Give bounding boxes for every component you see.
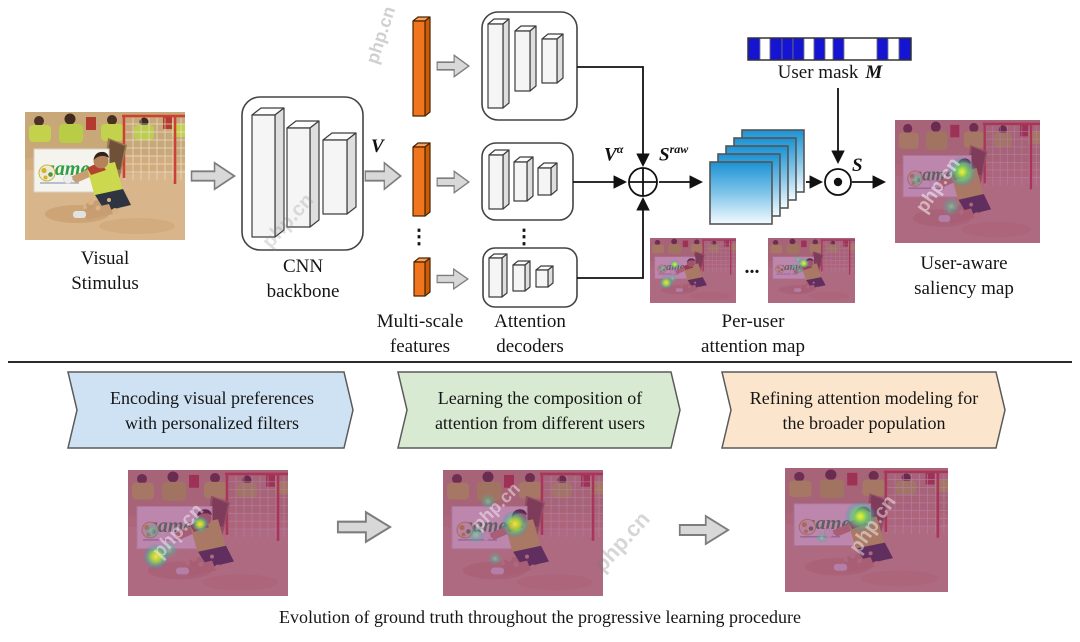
v-symbol: V [371,136,384,157]
arrow-feature3-to-decoder3 [436,268,469,290]
arrow-cnn-to-features [364,161,402,191]
decoders-vdots: ⋮ [514,226,534,248]
multi-scale-features-label: Multi-scale features [376,311,464,358]
stage-2-label: Learning the composition of attention fr… [434,388,646,433]
per-user-ellipsis: ... [744,256,760,278]
arrow-stimulus-to-cnn [190,161,236,191]
figure-caption: Evolution of ground truth throughout the… [279,607,801,627]
stage-banner-2 [397,371,681,449]
user-mask-border [747,37,912,61]
features-vdots: ⋮ [409,226,429,248]
attention-decoders-label: Attention decoders [494,311,566,358]
sum-node [628,167,658,197]
arrow-stage2-to-stage3 [678,515,730,545]
user-aware-saliency-map-label: User-aware saliency map [914,253,1014,300]
user-mask-label: User mask M [777,62,883,83]
visual-stimulus-image [25,112,185,240]
visual-stimulus-label: Visual Stimulus [71,248,139,295]
stage-banner-3 [721,371,1006,449]
ground-truth-stage-2-image [443,470,603,596]
ground-truth-stage-3-image [785,468,948,592]
arrow-feature2-to-decoder2 [436,170,470,194]
cnn-feature-blocks [251,107,357,238]
ground-truth-stage-1-image [128,470,288,596]
v-alpha-symbol: Vα [604,142,624,166]
s-symbol: S [852,155,863,176]
s-raw-symbol: Sraw [659,142,689,166]
per-user-attention-map-label: Per-user attention map [701,311,805,358]
per-user-attention-map-2 [768,238,855,303]
decoder-3-blocks [488,253,554,298]
user-aware-saliency-map-image [895,120,1040,243]
user-mask-bar [747,37,912,61]
cnn-backbone-box [241,96,364,251]
attention-decoder-1 [481,11,578,121]
per-user-map-stack [709,129,805,225]
stage-1-label: Encoding visual preferences with persona… [110,388,314,433]
decoder-1-blocks [487,18,564,109]
arrow-stage1-to-stage2 [336,511,392,543]
decoder-output-lines [573,66,650,279]
multi-scale-feature-bars [412,16,431,297]
m-symbol: M [865,62,883,83]
product-node [824,168,852,196]
arrow-feature1-to-decoder1 [436,54,470,78]
stage-banner-1 [67,371,354,449]
stage-3-label: Refining attention modeling for the broa… [749,388,979,433]
per-user-attention-map-1 [650,238,736,303]
decoder-2-blocks [488,149,558,210]
cnn-backbone-label: CNN backbone [266,256,340,303]
